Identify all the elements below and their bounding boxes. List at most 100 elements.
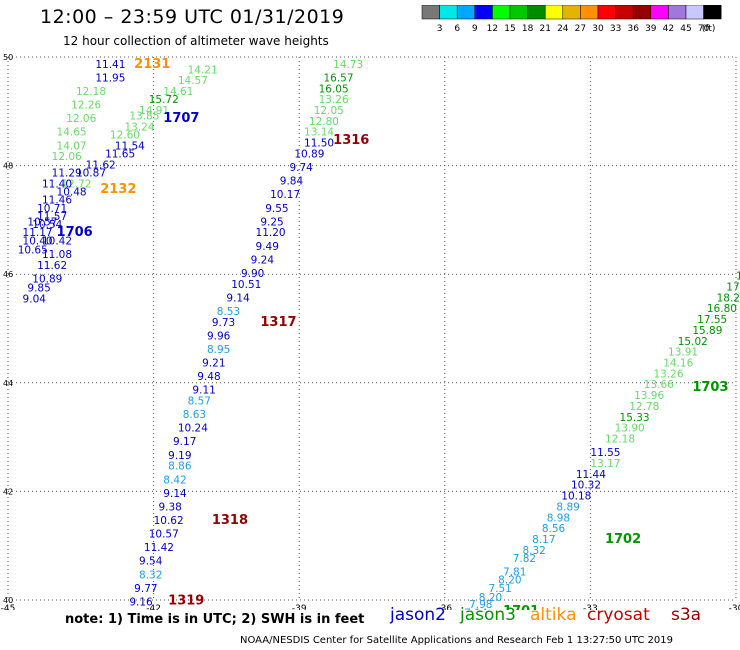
legend-jason2: jason2 [390,605,446,625]
wave-height-value: 13.26 [653,368,683,380]
wave-height-value: 12.60 [110,129,140,141]
wave-height-value: 7.51 [488,583,511,595]
wave-height-value: 9.77 [134,583,157,595]
wave-height-value: 9.14 [226,292,250,304]
track-1319: 1319 [168,593,204,608]
longitude-label: -39 [292,604,307,610]
latitude-label: 50 [3,53,13,62]
wave-height-value: 9.54 [139,556,163,568]
wave-height-value: 9.17 [173,436,196,448]
wave-height-value: 11.29 [52,167,82,179]
wave-height-value: 9.14 [163,488,187,500]
wave-height-value: 7.82 [513,553,536,565]
wave-height-value: 11.20 [256,227,286,239]
colorbar-tick-label: 12 [487,24,498,34]
colorbar-tick-label: 6 [454,24,460,34]
pass-label: 1702 [605,532,641,547]
wave-height-value: 12.06 [52,151,82,163]
wave-height-value: 13.90 [615,423,645,435]
wave-height-value: 13.66 [644,379,674,391]
wave-height-value: 11.57 [37,211,67,223]
wave-height-value: 9.84 [280,176,304,188]
wave-height-value: 13.91 [668,347,698,359]
wave-height-value: 8.63 [183,409,206,421]
wave-height-value: 12.18 [605,434,635,446]
latitude-label: 46 [3,270,13,279]
pass-label: 2132 [100,182,136,197]
colorbar-tick-label: 9 [472,24,478,34]
wave-height-value: 16.57 [323,72,353,84]
colorbar-tick-label: 36 [627,24,639,34]
colorbar-tick-label: 27 [575,24,586,34]
pass-label: 1707 [163,111,199,126]
longitude-label: -36 [437,604,452,610]
colorbar-tick-label: 3 [437,24,443,34]
wave-height-value: 14.91 [139,105,169,117]
color-scale-legend: 3 6 9 12 15 18 21 24 27 30 33 36 39 42 45 70(ft) [421,5,722,34]
latitude-label: 42 [3,487,13,496]
wave-height-value: 9.55 [265,203,288,215]
wave-height-value: 8.98 [547,512,570,524]
wave-height-value: 8.20 [498,575,521,587]
wave-height-value: 9.24 [251,254,275,266]
wave-height-value: 14.61 [163,86,193,98]
wave-height-value: 14.65 [57,127,87,139]
wave-height-value: 14.21 [188,64,218,76]
units-note: note: 1) Time is in UTC; 2) SWH is in fe… [65,612,365,627]
wave-height-value: 17.9 [726,281,740,293]
latitude-label: 40 [3,596,13,605]
track-1702: 8.898.988.568.178.327.827.818.207.518.20… [464,501,641,610]
legend-jason3: jason3 [460,605,516,625]
wave-height-value: 13.14 [304,127,334,139]
wave-height-value: 10.71 [37,203,67,215]
wave-height-value: 13.24 [124,121,154,133]
wave-height-value: 10.57 [27,216,57,228]
colorbar-tick-label: 24 [557,24,569,34]
wave-height-value: 9.48 [197,371,220,383]
pass-label: 1703 [692,380,728,395]
wave-height-value: 15.02 [678,336,708,348]
wave-height-value: 11.44 [576,469,606,481]
wave-height-value: 11.62 [86,159,116,171]
colorbar-swatch [703,5,722,20]
map-plot[interactable]: -45 -42 -39 -36 -33 -30 50 48 46 44 42 40 11.41 14.21… [0,0,740,610]
wave-height-value: 17.55 [697,314,727,326]
wave-height-value: 10.57 [149,529,179,541]
legend-cryosat: cryosat [587,605,650,625]
wave-height-value: 14.16 [663,358,693,370]
wave-height-value: 13.17 [590,458,620,470]
longitude-label: -45 [1,604,16,610]
wave-height-value: 9.04 [23,293,47,305]
wave-height-value: 11.08 [42,249,72,261]
wave-height-value: 11.54 [115,140,145,152]
wave-height-value: 9.38 [158,501,181,513]
wave-height-value: 12.18 [76,86,106,98]
credit-line: NOAA/NESDIS Center for Satellite Applica… [240,635,673,646]
wave-height-value: 10.87 [76,167,106,179]
wave-height-value: 9.16 [129,596,153,608]
wave-height-value: 11.62 [37,260,67,272]
wave-height-value: 8.42 [163,474,186,486]
wave-height-value: 10.54 [32,219,62,231]
wave-height-value: 9.21 [202,358,225,370]
wave-height-value: 14.07 [57,140,87,152]
wave-height-value: 10.18 [561,491,591,503]
wave-height-value: 9.85 [27,283,50,295]
wave-height-value: 14.57 [178,75,208,87]
colorbar-tick-label: 45 [680,24,691,34]
wave-height-value: 15.33 [620,412,650,424]
wave-height-value: 8.20 [479,592,502,604]
wave-height-value: 11.65 [105,148,135,160]
wave-height-value: 16. [736,271,740,283]
longitude-label: -42 [146,604,161,610]
wave-height-value: 13.85 [129,110,159,122]
track-1707: 1707 [163,111,199,126]
wave-height-value: 9.19 [168,450,191,462]
colorbar-tick-label: 30 [592,24,604,34]
wave-height-value: 9.90 [241,268,264,280]
wave-height-value: 15.72 [149,94,179,106]
latitude-label: 48 [3,162,13,171]
colorbar-tick-label: 15 [504,24,515,34]
wave-height-value: 11.17 [23,227,53,239]
legend-s3a: s3a [671,605,702,625]
